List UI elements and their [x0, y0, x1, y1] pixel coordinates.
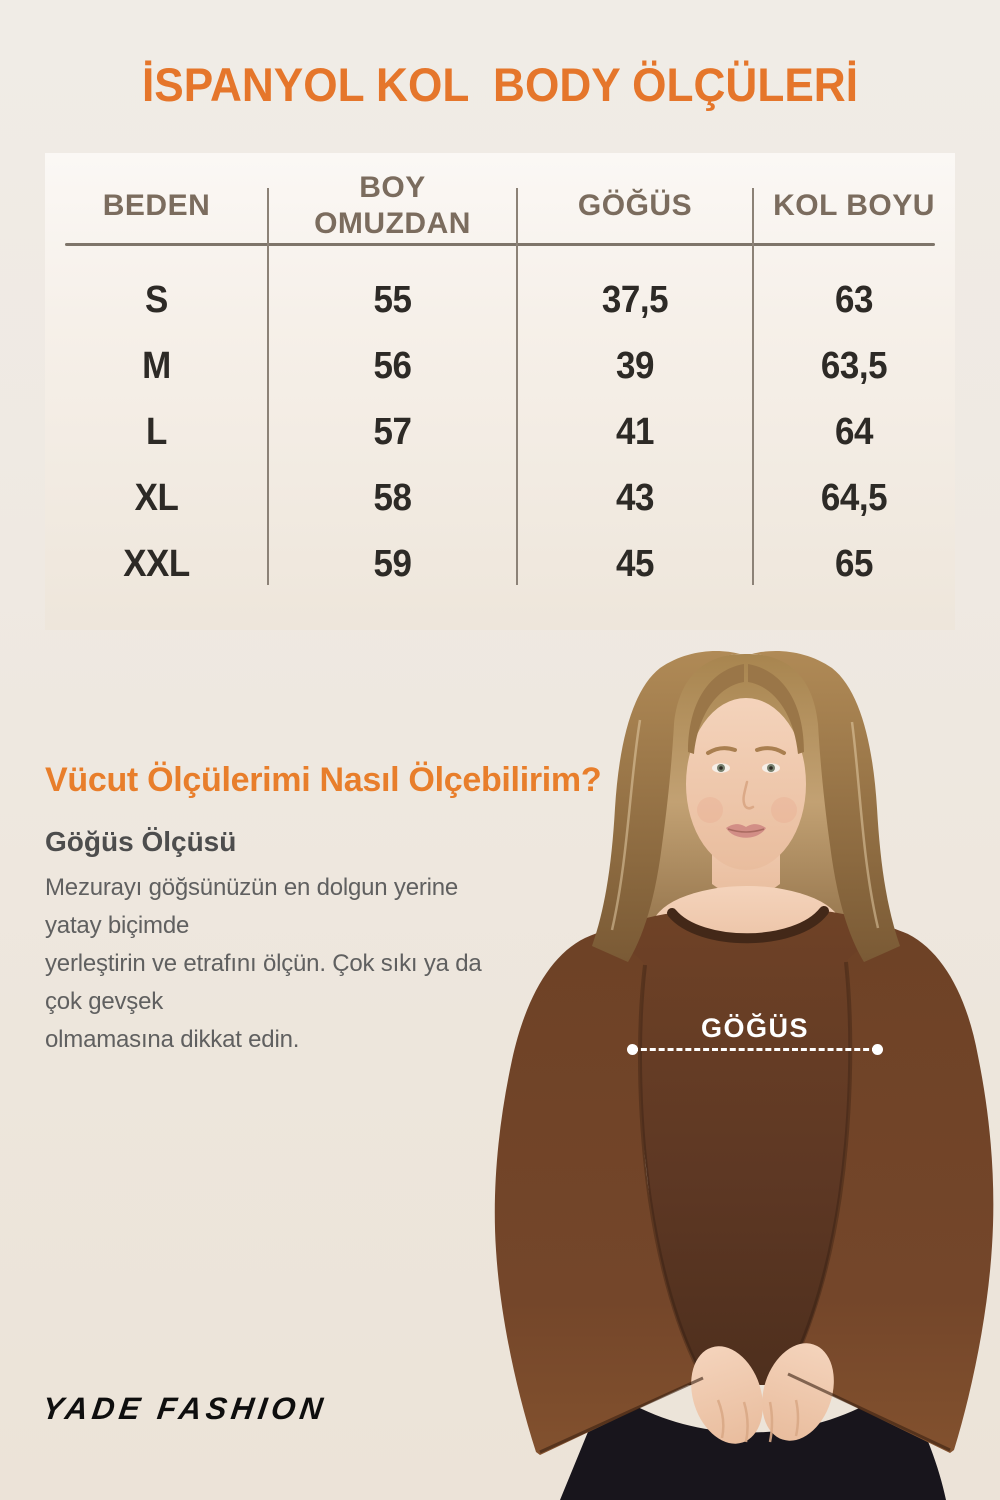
- cell-shoulder-length: 58: [373, 476, 412, 519]
- right-cuff-edge: [787, 1372, 951, 1452]
- hairline-right: [748, 664, 804, 754]
- table-header-row: BEDEN BOY OMUZDAN GÖĞÜS KOL BOYU: [45, 153, 955, 242]
- cell-shoulder-length: 55: [373, 278, 412, 321]
- left-sleeve-seam: [637, 964, 705, 1379]
- model-photo-illustration: [494, 650, 994, 1500]
- hair-front-left: [592, 650, 740, 962]
- chest-measure-paragraph: Mezurayı göğsünüzün en dolgun yerine yat…: [45, 869, 585, 1059]
- cell-size: M: [142, 344, 171, 387]
- paragraph-line: olmamasına dikkat edin.: [45, 1026, 300, 1053]
- collar-band: [667, 906, 829, 944]
- right-hand: [762, 1343, 834, 1441]
- nose: [742, 780, 755, 810]
- table-column-divider: [267, 188, 269, 585]
- column-header-kol-boyu: KOL BOYU: [753, 188, 955, 223]
- right-pupil: [769, 766, 773, 770]
- left-sleeve: [494, 937, 703, 1455]
- right-sleeve: [788, 933, 994, 1453]
- left-hand: [691, 1346, 763, 1444]
- table-body: S 55 37,5 63 M 56 39 63,5 L 57 41 64 XL …: [45, 267, 955, 597]
- cell-size: L: [146, 410, 167, 453]
- cell-sleeve: 64,5: [820, 476, 888, 519]
- table-row: XL 58 43 64,5: [45, 465, 955, 531]
- column-header-label: KOL BOYU: [773, 188, 935, 222]
- paragraph-line: yerleştirin ve etrafını ölçün. Çok sıkı …: [45, 950, 482, 977]
- paragraph-line: Mezurayı göğsünüzün en dolgun yerine: [45, 874, 459, 901]
- table-row: XXL 59 45 65: [45, 531, 955, 597]
- blush-left: [697, 797, 723, 823]
- paragraph-line: yatay biçimde: [45, 912, 190, 939]
- cell-chest: 37,5: [601, 278, 669, 321]
- cell-size: XL: [134, 476, 179, 519]
- hair-front-right: [752, 650, 900, 962]
- eyebrows: [706, 746, 786, 755]
- cell-chest: 41: [616, 410, 654, 453]
- chest-measure-label: GÖĞÜS: [700, 1013, 809, 1043]
- left-pupil: [719, 766, 723, 770]
- cell-chest: 45: [616, 542, 654, 585]
- measure-dot-right: [872, 1044, 883, 1055]
- column-header-label: BEDEN: [102, 188, 211, 222]
- column-header-label: OMUZDAN: [314, 206, 471, 240]
- cell-chest: 39: [616, 344, 654, 387]
- column-header-beden: BEDEN: [45, 188, 268, 223]
- paragraph-line: çok gevşek: [45, 988, 164, 1015]
- left-cuff-edge: [539, 1376, 704, 1454]
- table-header-rule: [65, 243, 935, 246]
- cell-size: S: [145, 278, 168, 321]
- finger-lines: [716, 1399, 800, 1443]
- cell-shoulder-length: 56: [373, 344, 412, 387]
- column-header-label: BOY: [359, 171, 426, 205]
- hairline-left: [688, 664, 744, 754]
- howto-heading: Vücut Ölçülerimi Nasıl Ölçebilirim?: [45, 761, 602, 799]
- lips: [726, 824, 766, 838]
- cell-sleeve: 64: [835, 410, 873, 453]
- cell-sleeve: 65: [835, 542, 873, 585]
- blush-right: [771, 797, 797, 823]
- brand-logo: YADE FASHION: [40, 1391, 330, 1426]
- hair-highlights: [610, 719, 880, 931]
- size-table: BEDEN BOY OMUZDAN GÖĞÜS KOL BOYU S 55 37…: [45, 153, 955, 630]
- column-header-gogus: GÖĞÜS: [517, 188, 753, 223]
- measure-dot-left: [627, 1044, 638, 1055]
- cell-sleeve: 63: [835, 278, 873, 321]
- column-header-label: GÖĞÜS: [577, 188, 693, 222]
- mouth-line: [727, 828, 765, 833]
- table-row: M 56 39 63,5: [45, 333, 955, 399]
- cell-sleeve: 63,5: [820, 344, 888, 387]
- skirt: [560, 1384, 946, 1500]
- column-header-boy-omuzdan: BOY OMUZDAN: [268, 170, 517, 241]
- table-column-divider: [752, 188, 754, 585]
- cell-chest: 43: [616, 476, 654, 519]
- page-title: İSPANYOL KOL BODY ÖLÇÜLERİ: [142, 58, 858, 111]
- table-column-divider: [516, 188, 518, 585]
- cell-size: XXL: [123, 542, 190, 585]
- chest-measure-dashed-line: [632, 1048, 878, 1051]
- cell-shoulder-length: 59: [373, 542, 412, 585]
- cell-shoulder-length: 57: [373, 410, 412, 453]
- table-row: L 57 41 64: [45, 399, 955, 465]
- right-sleeve-seam: [786, 961, 853, 1375]
- chest-measure-subheading: Göğüs Ölçüsü: [45, 826, 237, 857]
- table-row: S 55 37,5 63: [45, 267, 955, 333]
